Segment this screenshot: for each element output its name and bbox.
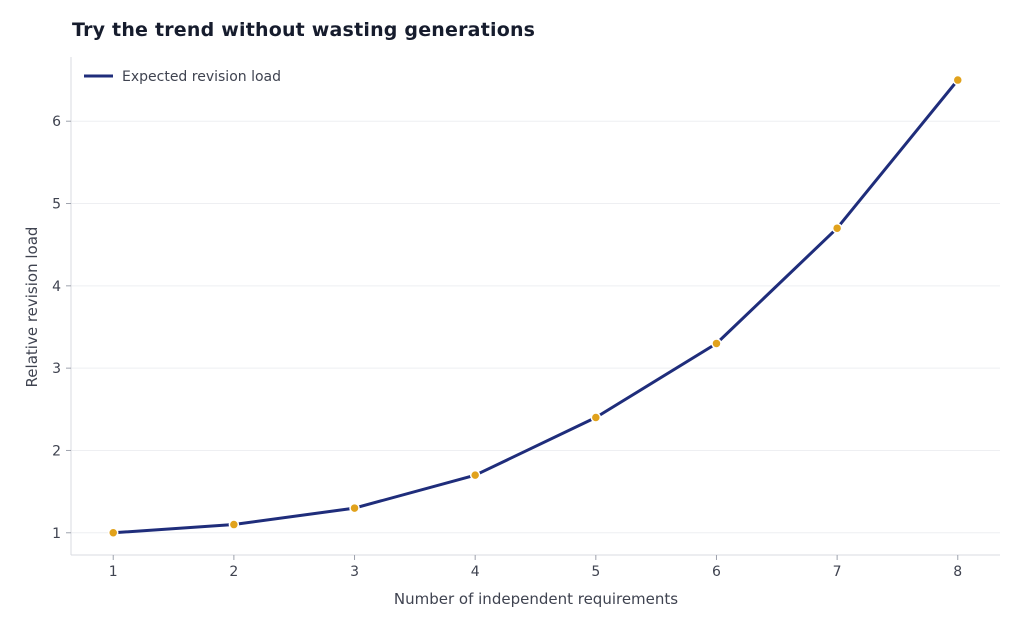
- y-tick-label: 4: [52, 279, 61, 295]
- y-tick-label: 5: [52, 197, 61, 213]
- y-axis-ticks: 1 2 3 4 5 6: [52, 114, 71, 542]
- y-axis-label: Relative revision load: [23, 227, 41, 388]
- data-point: [711, 338, 722, 349]
- x-tick-label: 7: [833, 564, 842, 580]
- x-tick-label: 4: [471, 564, 480, 580]
- x-axis-ticks: 1 2 3 4 5 6 7 8: [109, 555, 962, 580]
- x-tick-label: 5: [591, 564, 600, 580]
- data-point: [952, 74, 964, 86]
- data-point: [228, 519, 240, 530]
- y-tick-label: 2: [52, 443, 61, 459]
- data-point: [469, 469, 481, 481]
- series-layer: [107, 74, 964, 539]
- chart-title: Try the trend without wasting generation…: [72, 19, 536, 41]
- x-tick-label: 1: [109, 564, 118, 580]
- y-tick-label: 1: [52, 526, 61, 542]
- x-tick-label: 3: [350, 564, 359, 580]
- series-line: [111, 78, 960, 535]
- legend: Expected revision load: [84, 69, 281, 85]
- data-point: [590, 412, 602, 423]
- y-tick-label: 3: [52, 361, 61, 377]
- x-tick-label: 8: [953, 564, 962, 580]
- gridlines: [71, 120, 1000, 534]
- x-axis-label: Number of independent requirements: [394, 590, 678, 608]
- data-point: [831, 222, 843, 234]
- data-point: [107, 527, 119, 539]
- y-tick-label: 6: [52, 114, 61, 130]
- data-point: [349, 502, 360, 514]
- x-tick-label: 2: [229, 564, 238, 580]
- x-tick-label: 6: [712, 564, 721, 580]
- legend-label: Expected revision load: [122, 69, 281, 85]
